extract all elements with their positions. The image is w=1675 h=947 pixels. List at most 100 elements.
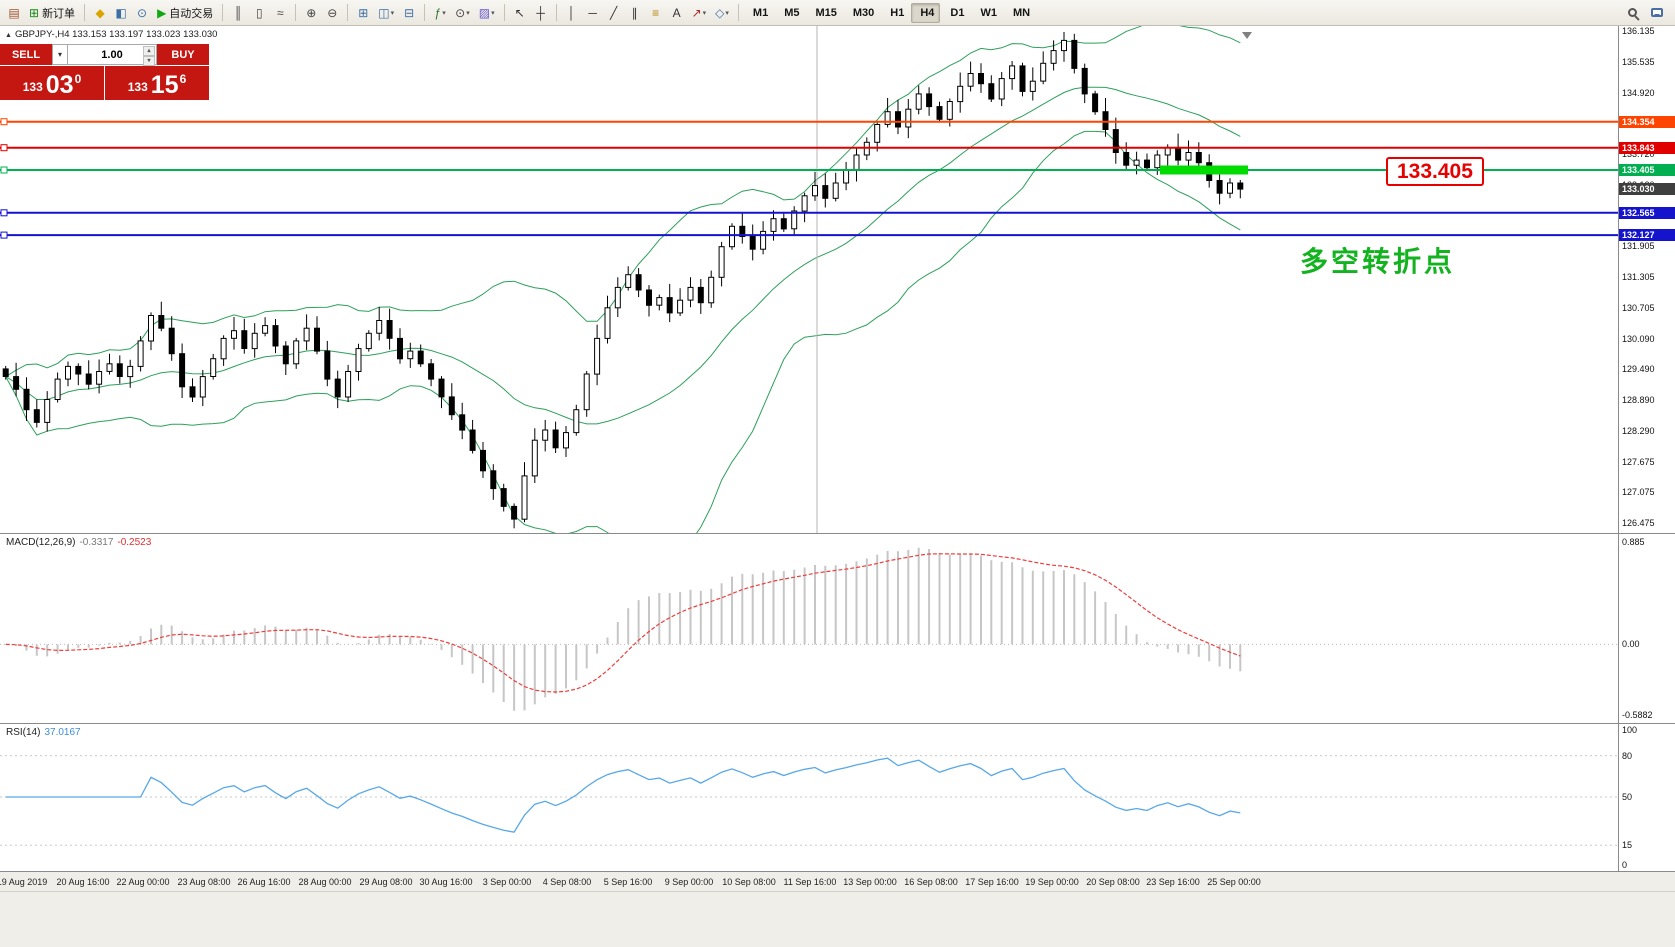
sell-button[interactable]: SELL — [0, 44, 52, 65]
time-label: 23 Sep 16:00 — [1146, 877, 1200, 887]
volume-stepper[interactable]: ▴ ▾ — [143, 46, 155, 66]
tf-m30[interactable]: M30 — [852, 6, 875, 19]
macd-chart-area[interactable]: MACD(12,26,9) -0.3317 -0.2523 — [0, 534, 1618, 723]
toolbar-separator — [347, 4, 349, 21]
sell-price-big: 03 — [45, 71, 74, 99]
time-label: 17 Sep 16:00 — [965, 877, 1019, 887]
tf-m5[interactable]: M5 — [784, 6, 800, 19]
volume-value: 1.00 — [101, 48, 123, 61]
cursor-icon[interactable]: ↖ — [514, 5, 525, 20]
zoom-out-icon[interactable]: ⊖ — [327, 5, 338, 20]
price-chart-area[interactable]: ▲ GBPJPY-,H4 133.153 133.197 133.023 133.… — [0, 26, 1618, 533]
periods-icon[interactable]: ⊙ ▾ — [455, 5, 470, 20]
rsi-value: 37.0167 — [44, 727, 81, 738]
bar-chart-icon[interactable]: ║ — [234, 5, 243, 20]
community-icon[interactable] — [1647, 3, 1667, 23]
auto-arrange-icon[interactable]: ⊟ — [404, 5, 415, 20]
toolbar-main: ▤ ⊞ 新订单 ◆ ◧ ⊙ ▶ 自动交易 ║ ▯ ≈ ⊕ ⊖ ⊞ ◫ ▾ ⊟ ƒ ▾ ⊙ ▾ ▨ ▾ ↖ ┼ │ ─ ╱ ∥ ≡ A ↗ ▾ ◇ ▾… — [4, 2, 1036, 23]
price-tick: 126.475 — [1622, 518, 1655, 528]
price-axis[interactable]: 136.135135.535134.920134.320133.720133.1… — [1618, 26, 1675, 533]
buy-price-big: 15 — [150, 71, 179, 99]
rsi-tick: 15 — [1622, 840, 1633, 850]
rsi-tick: 50 — [1622, 792, 1633, 802]
auto-trading-button[interactable]: ▶ 自动交易 — [157, 5, 214, 20]
templates-icon[interactable]: ◆ — [95, 5, 105, 20]
trendline-icon[interactable]: ╱ — [609, 5, 618, 20]
channel-icon[interactable]: ∥ — [631, 5, 638, 20]
arrows-icon[interactable]: ↗ ▾ — [691, 5, 707, 20]
shapes-icon[interactable]: ◇ ▾ — [715, 5, 729, 20]
vertical-line-icon[interactable]: │ — [567, 5, 576, 20]
chart-window-icon[interactable]: ▤ — [8, 5, 20, 20]
time-label: 29 Aug 08:00 — [359, 877, 413, 887]
price-tick: 127.675 — [1622, 457, 1655, 467]
tf-w1[interactable]: W1 — [980, 6, 997, 19]
time-axis[interactable]: 19 Aug 2019 20 Aug 16:00 22 Aug 00:00 23 Au… — [0, 871, 1675, 891]
time-label: 4 Sep 08:00 — [542, 877, 592, 887]
time-label: 16 Sep 08:00 — [904, 877, 958, 887]
volume-input[interactable]: 1.00 ▴ ▾ — [68, 44, 157, 66]
text-icon[interactable]: A — [672, 5, 681, 20]
sell-price-button[interactable]: 133 03 0 — [0, 66, 104, 100]
macd-tick: 0.00 — [1622, 639, 1640, 649]
rsi-tick: 100 — [1622, 725, 1638, 735]
tf-m1[interactable]: M1 — [752, 6, 769, 19]
toolbar-separator — [555, 4, 557, 21]
macd-name: MACD(12,26,9) — [6, 537, 76, 548]
price-tick: 128.890 — [1622, 395, 1655, 405]
rsi-chart-area[interactable]: RSI(14) 37.0167 — [0, 724, 1618, 871]
time-label: 13 Sep 00:00 — [843, 877, 897, 887]
zoom-in-icon[interactable]: ⊕ — [306, 5, 317, 20]
candle-icon: ▲ — [5, 32, 12, 39]
horizontal-line-icon[interactable]: ─ — [588, 5, 597, 20]
stepper-up-icon[interactable]: ▴ — [143, 46, 155, 56]
buy-price-sup: 6 — [179, 72, 187, 86]
buy-button[interactable]: BUY — [157, 44, 209, 65]
time-label: 9 Sep 00:00 — [664, 877, 714, 887]
refresh-icon[interactable]: ⊙ — [137, 5, 148, 20]
time-label: 11 Sep 16:00 — [783, 877, 837, 887]
order-options-dropdown[interactable]: ▾ — [52, 44, 68, 65]
tf-h4[interactable]: H4 — [911, 2, 941, 23]
time-label: 23 Aug 08:00 — [177, 877, 231, 887]
macd-value-main: -0.3317 — [79, 537, 114, 548]
macd-chart-svg — [0, 547, 1618, 711]
tf-d1[interactable]: D1 — [950, 6, 965, 19]
search-icon[interactable] — [1624, 3, 1644, 23]
toolbar-separator — [295, 4, 297, 21]
rsi-axis[interactable]: 100 80 50 15 0 — [1618, 724, 1675, 871]
tf-m15[interactable]: M15 — [815, 6, 837, 19]
template-menu-icon[interactable]: ▨ ▾ — [478, 5, 495, 20]
price-tick: 133.720 — [1622, 149, 1655, 159]
tf-mn[interactable]: MN — [1012, 6, 1031, 19]
time-label: 19 Aug 2019 — [0, 877, 48, 887]
stepper-down-icon[interactable]: ▾ — [143, 56, 155, 66]
time-label: 5 Sep 16:00 — [603, 877, 653, 887]
time-label: 30 Aug 16:00 — [419, 877, 473, 887]
new-order-button[interactable]: ⊞ 新订单 — [29, 5, 76, 20]
annotation-text[interactable]: 多空转折点 — [1300, 246, 1456, 277]
candlestick-chart-icon[interactable]: ▯ — [255, 5, 263, 20]
macd-label: MACD(12,26,9) -0.3317 -0.2523 — [6, 537, 151, 548]
profiles-icon[interactable]: ◧ — [115, 5, 127, 20]
fibonacci-icon[interactable]: ≡ — [652, 5, 660, 20]
arrange-windows-icon[interactable]: ◫ ▾ — [378, 5, 395, 20]
price-line-badge: 133.843 — [1619, 142, 1675, 154]
macd-axis[interactable]: 0.885 0.00 -0.5882 — [1618, 534, 1675, 723]
tile-windows-icon[interactable]: ⊞ — [358, 5, 369, 20]
buy-price-button[interactable]: 133 15 6 — [105, 66, 209, 100]
time-label: 19 Sep 00:00 — [1025, 877, 1079, 887]
price-tick: 131.905 — [1622, 241, 1655, 251]
price-callout[interactable]: 133.405 — [1386, 157, 1484, 186]
toolbar-separator — [424, 4, 426, 21]
rsi-panel: RSI(14) 37.0167 100 80 50 15 0 — [0, 723, 1675, 871]
price-tick: 131.305 — [1622, 272, 1655, 282]
indicators-icon[interactable]: ƒ ▾ — [434, 5, 446, 20]
line-chart-icon[interactable]: ≈ — [277, 5, 284, 20]
tf-h1[interactable]: H1 — [890, 6, 905, 19]
time-label: 10 Sep 08:00 — [722, 877, 776, 887]
price-chart-svg — [0, 26, 1618, 533]
crosshair-icon[interactable]: ┼ — [536, 5, 545, 20]
time-label: 26 Aug 16:00 — [237, 877, 291, 887]
price-tick: 134.920 — [1622, 88, 1655, 98]
